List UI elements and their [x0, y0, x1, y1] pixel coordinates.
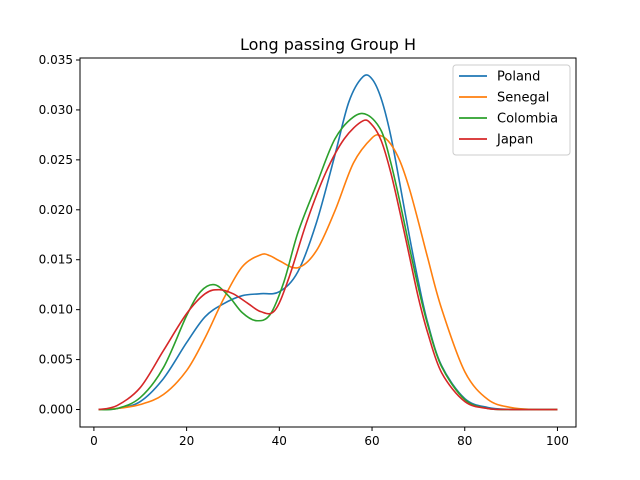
x-tick-label: 20: [179, 434, 194, 448]
y-tick-label: 0.025: [39, 153, 73, 167]
axes: 0 20 40 60 80 100 0.000 0.005 0.010 0.015 0.020 0.0…: [39, 53, 577, 448]
x-tick-label: 40: [272, 434, 287, 448]
legend-label: Poland: [497, 70, 540, 85]
legend-label: Senegal: [497, 91, 549, 106]
y-tick-label: 0.015: [39, 253, 73, 267]
x-tick-label: 0: [90, 434, 98, 448]
y-tick-label: 0.035: [39, 53, 73, 67]
y-tick-label: 0.020: [39, 203, 73, 217]
chart-title: Long passing Group H: [240, 35, 416, 54]
y-tick-label: 0.030: [39, 103, 73, 117]
x-tick-label: 60: [364, 434, 379, 448]
x-tick-label: 80: [457, 434, 472, 448]
series-line-japan: [98, 119, 558, 411]
y-tick-label: 0.010: [39, 303, 73, 317]
legend-label: Colombia: [497, 112, 558, 127]
plot-area: [98, 74, 558, 411]
series-line-senegal: [98, 134, 558, 411]
legend-box: [452, 64, 571, 156]
legend-label: Japan: [496, 133, 533, 148]
y-tick-label: 0.005: [39, 353, 73, 367]
series-line-colombia: [98, 112, 558, 411]
x-tick-label: 100: [546, 434, 569, 448]
legend: Poland Senegal Colombia Japan: [452, 64, 571, 156]
axes-frame: [79, 57, 577, 428]
y-tick-label: 0.000: [39, 403, 73, 417]
